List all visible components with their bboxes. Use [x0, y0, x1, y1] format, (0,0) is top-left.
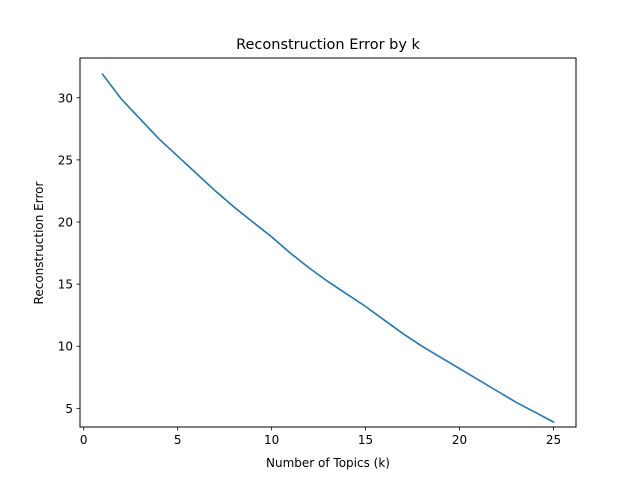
x-tick-label: 10	[264, 433, 279, 447]
y-tick-label: 5	[65, 402, 73, 416]
x-tick-label: 20	[452, 433, 467, 447]
y-axis-title: Reconstruction Error	[32, 182, 46, 305]
x-tick-label: 15	[358, 433, 373, 447]
x-tick-label: 5	[174, 433, 182, 447]
axis-ticks: 0 5 10 15 20 25 5 10 15 20 25 30	[58, 91, 561, 447]
y-tick-label: 20	[58, 216, 73, 230]
y-tick-label: 30	[58, 91, 73, 105]
chart-title: Reconstruction Error by k	[236, 37, 420, 53]
x-axis-title: Number of Topics (k)	[266, 456, 390, 470]
plot-frame	[79, 57, 577, 428]
y-tick-label: 25	[58, 153, 73, 167]
y-tick-label: 10	[58, 340, 73, 354]
series-line	[101, 73, 555, 424]
series-layer	[101, 73, 555, 424]
y-tick-label: 15	[58, 278, 73, 292]
x-tick-label: 0	[80, 433, 88, 447]
x-tick-label: 25	[546, 433, 561, 447]
